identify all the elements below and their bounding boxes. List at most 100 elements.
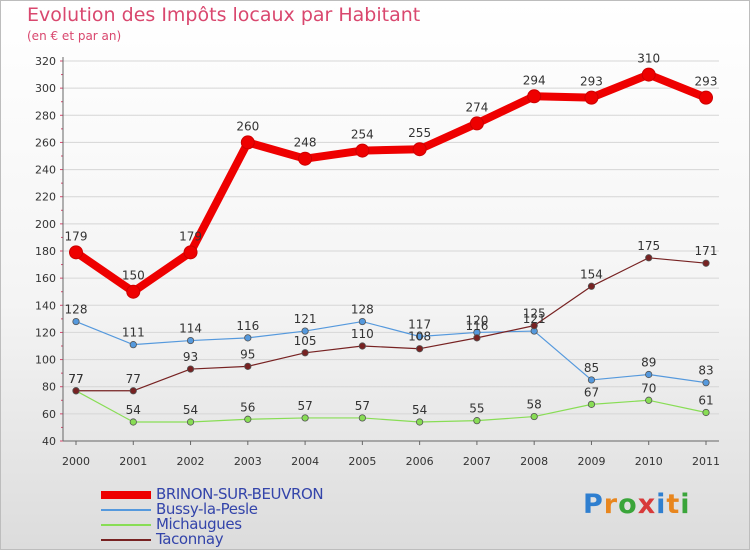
data-label: 54 <box>126 403 141 417</box>
data-point <box>473 417 481 425</box>
legend-swatch <box>101 539 151 541</box>
data-label: 175 <box>637 239 660 253</box>
data-label: 260 <box>236 119 259 133</box>
logo-letter: P <box>583 489 604 520</box>
y-tick-label: 200 <box>35 218 56 231</box>
data-point <box>641 67 656 82</box>
x-tick-label: 2003 <box>234 455 262 468</box>
data-point <box>301 414 309 422</box>
data-point <box>129 387 137 395</box>
data-label: 254 <box>351 128 374 142</box>
data-point <box>473 334 481 342</box>
chart-subtitle: (en € et par an) <box>27 29 122 43</box>
y-tick-label: 180 <box>35 245 56 258</box>
y-tick-label: 100 <box>35 354 56 367</box>
data-label: 70 <box>641 381 656 395</box>
logo-letter: i <box>680 489 691 520</box>
data-point <box>244 362 252 370</box>
data-point <box>69 245 83 260</box>
data-label: 128 <box>351 303 374 317</box>
data-point <box>301 349 309 357</box>
x-tick-label: 2007 <box>463 455 491 468</box>
y-tick-label: 80 <box>42 381 56 394</box>
y-tick-label: 40 <box>42 435 56 448</box>
logo-letter: t <box>666 489 681 520</box>
data-point <box>244 334 252 342</box>
grid-lines <box>63 60 719 442</box>
y-tick-label: 280 <box>35 109 56 122</box>
data-label: 121 <box>523 312 546 326</box>
series-line <box>72 70 710 296</box>
data-point <box>240 135 255 150</box>
data-label: 57 <box>297 399 312 413</box>
data-label: 179 <box>65 229 88 243</box>
data-label: 83 <box>698 364 713 378</box>
proxiti-logo: Proxiti <box>583 489 691 520</box>
data-point <box>416 418 424 426</box>
data-label: 116 <box>465 319 488 333</box>
data-label: 56 <box>240 400 255 414</box>
x-tick-label: 2009 <box>577 455 605 468</box>
y-tick-label: 320 <box>35 55 56 68</box>
data-label: 54 <box>183 403 198 417</box>
data-point <box>645 254 653 262</box>
data-label: 171 <box>695 244 718 258</box>
data-label: 95 <box>240 347 255 361</box>
logo-letter: i <box>656 489 667 520</box>
x-tick-label: 2001 <box>119 455 147 468</box>
data-label: 128 <box>65 303 88 317</box>
data-label: 85 <box>584 361 599 375</box>
data-label: 294 <box>523 73 546 87</box>
y-tick-label: 300 <box>35 82 56 95</box>
x-tick-label: 2004 <box>291 455 319 468</box>
data-label: 116 <box>236 319 259 333</box>
data-label: 114 <box>179 322 202 336</box>
data-label: 57 <box>355 399 370 413</box>
series-layer <box>69 67 713 426</box>
data-label: 110 <box>351 327 374 341</box>
data-point <box>587 282 596 290</box>
data-point <box>186 418 195 426</box>
data-label: 58 <box>527 398 542 412</box>
data-point <box>72 317 80 326</box>
data-label: 77 <box>68 372 83 386</box>
data-labels: 179 150 179 260 248 254 255 274 294 293 310 293 128 1… <box>65 52 718 417</box>
data-point <box>702 408 710 417</box>
y-tick-label: 220 <box>35 191 56 204</box>
data-label: 93 <box>183 350 198 364</box>
data-point <box>527 89 542 104</box>
data-label: 310 <box>637 52 660 66</box>
legend-swatch <box>101 491 151 499</box>
data-point <box>126 284 141 299</box>
x-tick-label: 2000 <box>62 455 90 468</box>
series-line <box>75 257 707 392</box>
data-label: 67 <box>584 385 599 399</box>
data-label: 293 <box>580 75 603 89</box>
y-tick-label: 160 <box>35 272 56 285</box>
legend-label: Taconnay <box>156 530 224 548</box>
data-point <box>416 332 424 341</box>
x-tick-label: 2005 <box>348 455 376 468</box>
data-label: 117 <box>408 318 431 332</box>
data-point <box>587 400 596 408</box>
data-label: 293 <box>695 75 718 89</box>
data-label: 89 <box>641 356 656 370</box>
chart-title: Evolution des Impôts locaux par Habitant <box>27 4 421 26</box>
data-label: 77 <box>68 372 83 386</box>
legend-label: Michaugues <box>156 515 242 533</box>
y-tick-label: 260 <box>35 136 56 149</box>
logo-letter: r <box>603 489 619 520</box>
x-tick-label: 2011 <box>692 455 720 468</box>
data-point <box>355 143 370 158</box>
x-tick-label: 2002 <box>177 455 205 468</box>
data-point <box>587 376 596 384</box>
data-point <box>645 396 653 404</box>
axes: 40 60 80 100 120 140 160 180 200 220 240 260 280 300 3… <box>35 55 720 468</box>
data-label: 274 <box>465 100 488 114</box>
y-tick-label: 240 <box>35 164 56 177</box>
legend-swatch <box>101 509 151 511</box>
data-point <box>584 90 599 105</box>
data-point <box>186 365 195 373</box>
data-point <box>129 418 137 426</box>
